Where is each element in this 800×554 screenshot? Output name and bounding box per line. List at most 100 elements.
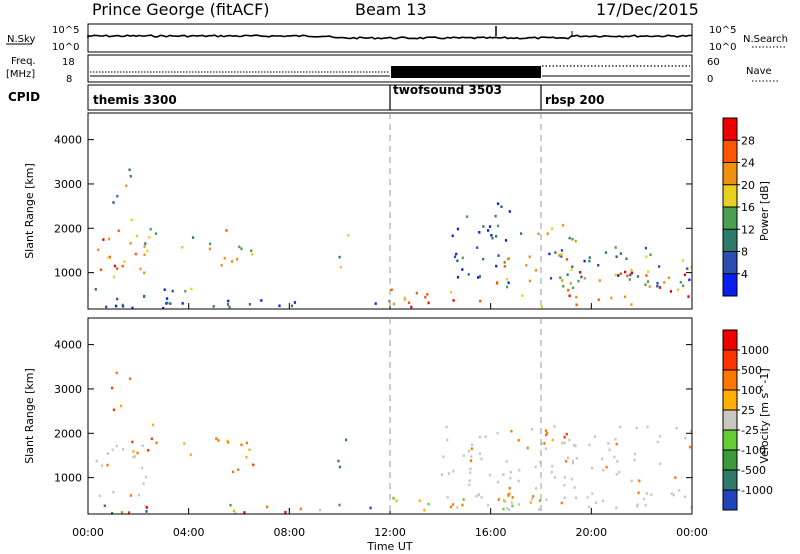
velocity-cell bbox=[538, 499, 541, 502]
velocity-cell bbox=[563, 441, 566, 445]
power-cell bbox=[646, 280, 650, 283]
power-cell bbox=[163, 288, 166, 291]
velocity-cell bbox=[563, 435, 566, 439]
noise-sky-trace bbox=[87, 34, 693, 40]
velocity-cell bbox=[471, 443, 474, 447]
power-cell bbox=[461, 256, 464, 260]
power-cell bbox=[645, 255, 648, 259]
power-cell bbox=[687, 295, 690, 298]
velocity-cell bbox=[508, 492, 511, 496]
velocity-cell bbox=[189, 453, 192, 457]
noise-left-tick-bottom: 10^0 bbox=[52, 42, 79, 53]
velocity-cell bbox=[502, 473, 505, 476]
power-cell bbox=[223, 256, 226, 260]
power-cell bbox=[500, 205, 503, 208]
velocity-cell bbox=[518, 468, 521, 472]
power-cell bbox=[113, 264, 116, 268]
power-cell bbox=[528, 279, 531, 283]
velocity-cell bbox=[245, 441, 248, 445]
velocity-cell bbox=[137, 493, 141, 497]
cpid-label: CPID bbox=[8, 90, 40, 104]
velocity-cell bbox=[120, 404, 123, 408]
velocity-cell bbox=[602, 469, 605, 472]
power-cell bbox=[490, 234, 493, 237]
velocity-cell bbox=[141, 444, 144, 447]
power-cell bbox=[169, 302, 172, 305]
power-cell bbox=[181, 246, 184, 249]
velocity-cell bbox=[467, 449, 471, 453]
velocity-cell bbox=[100, 464, 103, 467]
power-y-axis: 1000 2000 3000 4000 bbox=[54, 134, 692, 280]
power-colorbar-swatch bbox=[723, 184, 737, 207]
power-cell bbox=[479, 299, 482, 303]
power-cell bbox=[251, 253, 254, 256]
velocity-cell bbox=[284, 510, 287, 514]
power-cell bbox=[537, 232, 540, 236]
power-cell bbox=[569, 282, 572, 285]
power-cell bbox=[154, 232, 157, 235]
power-ytick-label: 1000 bbox=[54, 267, 82, 280]
velocity-cell bbox=[601, 457, 604, 461]
velocity-cell bbox=[615, 506, 618, 509]
power-cell bbox=[404, 297, 407, 300]
x-tick-label: 08:00 bbox=[273, 526, 305, 539]
power-cell bbox=[456, 259, 459, 263]
velocity-cell bbox=[574, 496, 578, 500]
velocity-cell bbox=[369, 506, 372, 510]
velocity-cell bbox=[452, 469, 455, 473]
power-cell bbox=[630, 271, 633, 275]
velocity-ylabel: Slant Range [km] bbox=[23, 368, 36, 464]
power-cell bbox=[550, 227, 553, 230]
velocity-cell bbox=[392, 496, 395, 500]
velocity-cell bbox=[489, 473, 492, 477]
velocity-colorbar-tick-label: -25 bbox=[741, 424, 759, 437]
power-cell bbox=[572, 286, 575, 290]
velocity-cell bbox=[131, 440, 134, 444]
power-cell bbox=[121, 303, 124, 307]
velocity-cell bbox=[497, 480, 500, 484]
power-cell bbox=[236, 257, 239, 261]
velocity-cell bbox=[636, 505, 639, 508]
power-cell bbox=[656, 281, 659, 285]
power-cell bbox=[505, 278, 508, 281]
power-colorbar-tick-label: 8 bbox=[741, 246, 748, 259]
velocity-colorbar: 1000 500 100 25 -25 -100 -500 -1000 bbox=[722, 329, 773, 511]
velocity-cell bbox=[517, 479, 520, 483]
freq-panel-frame bbox=[87, 54, 693, 83]
beam-title: Beam 13 bbox=[355, 0, 427, 19]
power-cell bbox=[574, 239, 577, 243]
velocity-cell bbox=[615, 473, 618, 476]
velocity-cell bbox=[122, 448, 125, 451]
velocity-cell bbox=[644, 503, 647, 507]
velocity-cell bbox=[128, 377, 132, 380]
power-cell bbox=[116, 297, 119, 301]
velocity-cell bbox=[553, 476, 557, 479]
power-cell bbox=[644, 246, 647, 250]
velocity-cell bbox=[112, 408, 115, 412]
power-colorbar-swatch bbox=[723, 229, 737, 252]
cpid-segment-themis: themis 3300 bbox=[93, 93, 177, 107]
velocity-cell bbox=[529, 501, 532, 504]
power-cell bbox=[162, 306, 165, 310]
velocity-cell bbox=[608, 448, 611, 452]
velocity-cell bbox=[526, 446, 529, 450]
velocity-cell bbox=[133, 455, 136, 458]
power-cell bbox=[645, 274, 648, 277]
power-cell bbox=[598, 279, 601, 282]
freq-left-tick-top: 18 bbox=[62, 57, 75, 68]
nave-label: Nave bbox=[746, 66, 772, 77]
x-tick-label: 20:00 bbox=[575, 526, 607, 539]
power-cell bbox=[617, 274, 620, 277]
velocity-cell bbox=[111, 448, 114, 452]
velocity-cell bbox=[502, 507, 505, 511]
power-cell bbox=[143, 245, 146, 248]
noise-right-tick-top: 10^5 bbox=[709, 25, 736, 36]
power-cell bbox=[144, 242, 147, 245]
power-ytick-label: 2000 bbox=[54, 222, 82, 235]
velocity-colorbar-tick-label: 1000 bbox=[741, 344, 769, 357]
velocity-colorbar-swatch bbox=[723, 450, 737, 470]
velocity-cell bbox=[545, 447, 548, 450]
power-cell bbox=[166, 297, 169, 300]
power-cell bbox=[497, 224, 500, 228]
power-cell bbox=[636, 275, 640, 278]
